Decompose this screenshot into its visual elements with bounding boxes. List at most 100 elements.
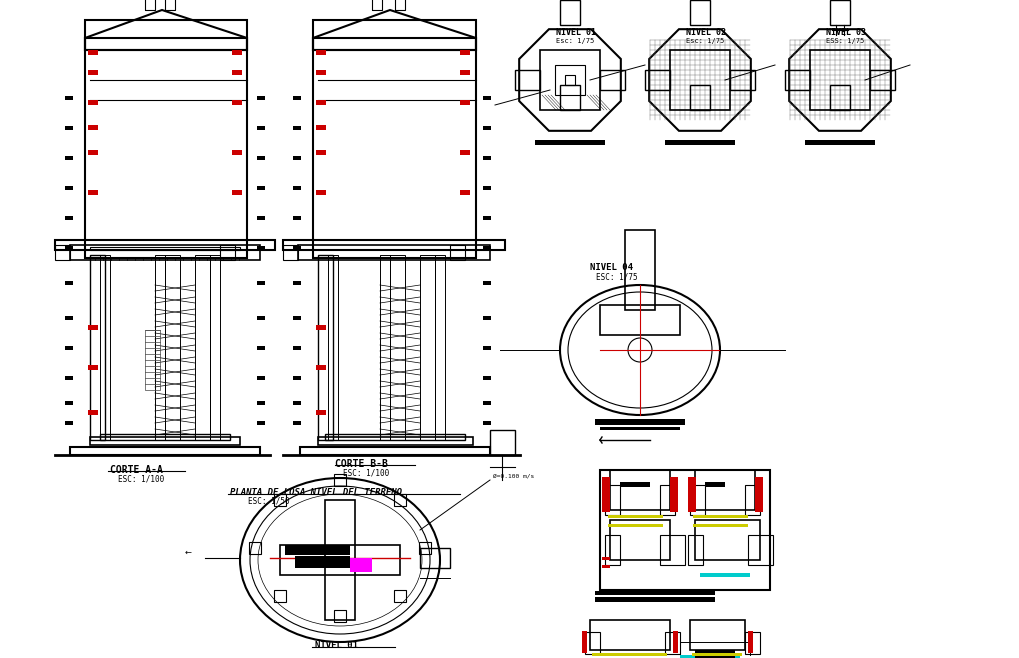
Bar xyxy=(257,281,265,285)
Bar xyxy=(316,365,326,370)
Bar xyxy=(333,474,345,486)
Bar xyxy=(292,96,301,100)
Bar xyxy=(688,535,702,565)
Bar xyxy=(582,631,586,653)
Bar xyxy=(88,190,98,195)
Bar xyxy=(664,140,735,145)
Bar xyxy=(585,632,599,654)
Bar xyxy=(325,500,355,620)
Bar xyxy=(257,421,265,425)
Bar xyxy=(65,186,73,190)
Bar xyxy=(65,216,73,220)
Bar xyxy=(607,515,662,518)
Bar xyxy=(449,245,465,260)
Bar xyxy=(601,477,609,512)
Bar xyxy=(274,590,285,602)
Bar xyxy=(620,482,649,487)
Bar xyxy=(689,620,744,650)
Bar xyxy=(292,401,301,405)
Bar xyxy=(257,376,265,380)
Bar xyxy=(298,245,489,260)
Bar xyxy=(691,653,741,656)
Bar xyxy=(609,470,669,510)
Bar xyxy=(318,255,332,440)
Text: Esc: 1/75: Esc: 1/75 xyxy=(686,38,723,44)
Bar xyxy=(594,597,714,602)
Bar xyxy=(294,556,350,568)
Text: CORTE A-A: CORTE A-A xyxy=(110,465,163,475)
Bar xyxy=(669,477,678,512)
Bar xyxy=(785,70,809,90)
Bar xyxy=(804,140,874,145)
Bar xyxy=(483,421,490,425)
Bar xyxy=(155,255,165,440)
Bar xyxy=(460,50,470,55)
Bar xyxy=(483,126,490,130)
Bar xyxy=(88,70,98,75)
Bar xyxy=(88,125,98,130)
Bar xyxy=(220,245,234,260)
Bar xyxy=(65,246,73,250)
Bar xyxy=(483,216,490,220)
Bar xyxy=(88,365,98,370)
Bar xyxy=(515,70,539,90)
Bar xyxy=(165,255,179,440)
Text: ESC: 1/75: ESC: 1/75 xyxy=(595,272,637,281)
Bar xyxy=(145,0,155,10)
Bar xyxy=(869,70,894,90)
Bar xyxy=(601,557,609,560)
Bar xyxy=(535,140,604,145)
Bar xyxy=(692,524,747,527)
Bar xyxy=(165,0,175,10)
Bar xyxy=(88,100,98,105)
Bar xyxy=(257,126,265,130)
Bar xyxy=(689,485,704,515)
Bar xyxy=(231,150,242,155)
Bar xyxy=(483,246,490,250)
Bar xyxy=(389,255,405,440)
Bar xyxy=(483,156,490,160)
Bar xyxy=(669,50,730,110)
Bar xyxy=(599,70,625,90)
Bar xyxy=(316,190,326,195)
Bar xyxy=(699,573,749,577)
Bar xyxy=(210,255,220,440)
Text: NIVEL 01: NIVEL 01 xyxy=(555,28,595,37)
Bar xyxy=(604,535,620,565)
Bar xyxy=(88,325,98,330)
Bar xyxy=(460,100,470,105)
Text: Ø=0.100 m/s: Ø=0.100 m/s xyxy=(492,474,534,479)
Bar xyxy=(704,482,725,487)
Bar xyxy=(350,558,372,572)
Bar xyxy=(380,255,389,440)
Bar xyxy=(591,653,666,656)
Bar xyxy=(659,535,685,565)
Bar xyxy=(88,410,98,415)
Bar xyxy=(393,494,406,506)
Bar xyxy=(88,150,98,155)
Bar xyxy=(316,125,326,130)
Bar xyxy=(292,216,301,220)
Bar xyxy=(460,190,470,195)
Text: Esc: 1/75: Esc: 1/75 xyxy=(555,38,594,44)
Bar xyxy=(483,186,490,190)
Bar xyxy=(257,246,265,250)
Bar xyxy=(599,427,680,430)
Bar xyxy=(483,376,490,380)
Bar xyxy=(274,494,285,506)
Bar xyxy=(539,50,599,110)
Bar xyxy=(680,655,739,658)
Bar xyxy=(609,520,669,560)
Bar xyxy=(599,470,769,590)
Bar xyxy=(282,245,298,260)
Bar xyxy=(90,255,105,440)
Bar xyxy=(257,401,265,405)
Bar xyxy=(65,401,73,405)
Bar xyxy=(489,430,515,455)
Bar xyxy=(65,96,73,100)
Bar xyxy=(65,421,73,425)
Bar xyxy=(829,0,849,25)
Bar xyxy=(55,240,275,250)
Bar xyxy=(231,50,242,55)
Bar xyxy=(594,419,685,425)
